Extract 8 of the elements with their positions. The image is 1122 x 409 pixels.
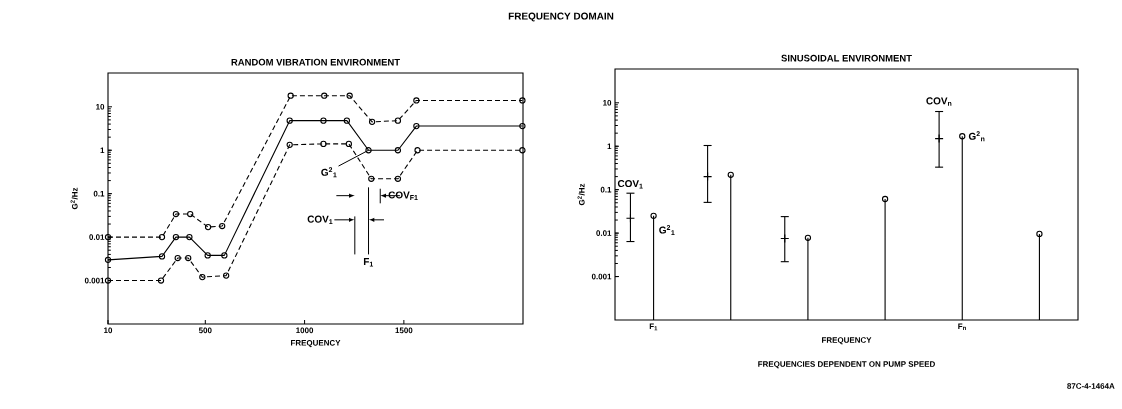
annotation: COV$_{F1}$ — [388, 191, 418, 200]
chart-title: SINUSOIDAL ENVIRONMENT — [781, 54, 912, 62]
annotation: COV$_{n}$ — [926, 97, 952, 106]
chart-title: RANDOM VIBRATION ENVIRONMENT — [231, 58, 400, 66]
text: FREQUENCY DOMAIN — [508, 12, 614, 22]
annotation: COV$_{1}$ — [617, 180, 643, 189]
annotation: F$_{1}$ — [363, 258, 374, 267]
annotation: COV$_{1}$ — [307, 215, 333, 225]
